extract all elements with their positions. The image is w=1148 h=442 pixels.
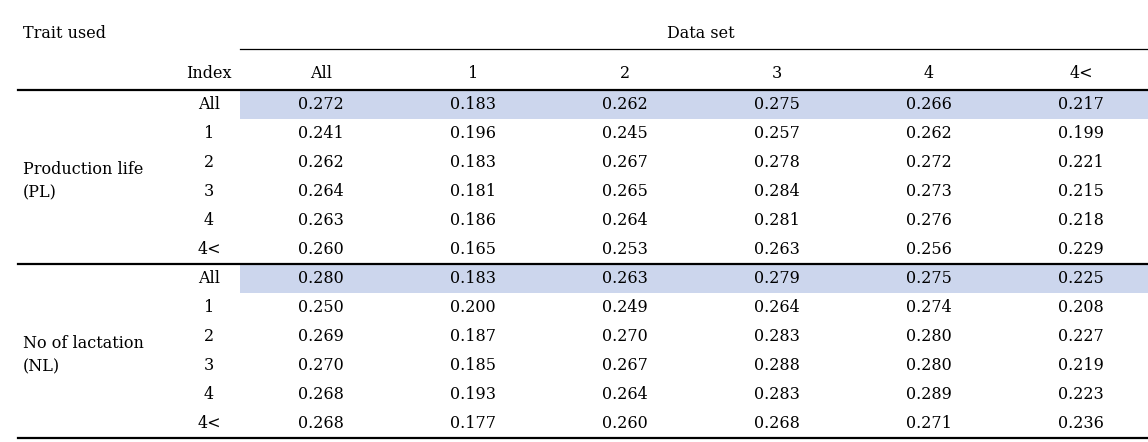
Text: 0.236: 0.236: [1058, 415, 1104, 432]
Text: 0.218: 0.218: [1058, 212, 1104, 229]
Text: 0.264: 0.264: [298, 183, 344, 200]
Text: 0.268: 0.268: [298, 415, 344, 432]
Text: Trait used: Trait used: [23, 24, 106, 42]
Text: 0.265: 0.265: [602, 183, 647, 200]
Text: 0.183: 0.183: [450, 154, 496, 171]
Text: 0.280: 0.280: [906, 328, 952, 345]
Text: 0.223: 0.223: [1058, 386, 1104, 403]
Text: 0.284: 0.284: [754, 183, 800, 200]
Text: 0.245: 0.245: [602, 125, 647, 142]
Text: 0.262: 0.262: [906, 125, 952, 142]
Text: 3: 3: [204, 183, 215, 200]
Text: 0.200: 0.200: [450, 299, 496, 316]
Text: 0.196: 0.196: [450, 125, 496, 142]
Text: 0.275: 0.275: [906, 270, 952, 287]
Text: All: All: [197, 96, 220, 113]
Text: 0.263: 0.263: [298, 212, 344, 229]
Text: 2: 2: [620, 65, 630, 81]
Text: 0.264: 0.264: [754, 299, 800, 316]
Text: 0.273: 0.273: [906, 183, 952, 200]
Text: 0.289: 0.289: [906, 386, 952, 403]
Text: 0.266: 0.266: [906, 96, 952, 113]
Text: 0.250: 0.250: [298, 299, 344, 316]
Text: 4: 4: [924, 65, 934, 81]
Text: 0.264: 0.264: [602, 212, 647, 229]
Text: 0.262: 0.262: [602, 96, 647, 113]
Text: 0.264: 0.264: [602, 386, 647, 403]
Text: 0.262: 0.262: [298, 154, 344, 171]
Text: 0.208: 0.208: [1058, 299, 1104, 316]
Text: 0.186: 0.186: [450, 212, 496, 229]
Text: 0.199: 0.199: [1058, 125, 1104, 142]
Text: 0.217: 0.217: [1058, 96, 1104, 113]
Text: 0.276: 0.276: [906, 212, 952, 229]
Text: All: All: [310, 65, 332, 81]
Text: 1: 1: [468, 65, 478, 81]
Text: 0.283: 0.283: [754, 386, 800, 403]
Text: 4<: 4<: [1069, 65, 1093, 81]
Text: 3: 3: [771, 65, 782, 81]
Text: 4: 4: [204, 212, 214, 229]
Text: 0.268: 0.268: [298, 386, 344, 403]
Text: 1: 1: [204, 299, 215, 316]
Text: 0.275: 0.275: [754, 96, 800, 113]
Text: 0.257: 0.257: [754, 125, 800, 142]
Text: 0.215: 0.215: [1058, 183, 1104, 200]
Text: Data set: Data set: [667, 24, 735, 42]
Text: 0.260: 0.260: [298, 241, 344, 258]
Text: 0.241: 0.241: [298, 125, 344, 142]
Text: 0.283: 0.283: [754, 328, 800, 345]
Text: 4<: 4<: [197, 415, 220, 432]
Text: 0.249: 0.249: [602, 299, 647, 316]
Text: 0.183: 0.183: [450, 270, 496, 287]
Text: 0.268: 0.268: [754, 415, 800, 432]
Text: 0.177: 0.177: [450, 415, 496, 432]
Text: 0.221: 0.221: [1058, 154, 1104, 171]
Text: 0.187: 0.187: [450, 328, 496, 345]
Text: 0.185: 0.185: [450, 357, 496, 374]
Text: 0.269: 0.269: [298, 328, 344, 345]
Text: 0.280: 0.280: [298, 270, 344, 287]
Text: 0.229: 0.229: [1058, 241, 1104, 258]
Text: 0.274: 0.274: [906, 299, 952, 316]
Text: 0.253: 0.253: [602, 241, 647, 258]
Text: 2: 2: [204, 328, 214, 345]
Text: 0.267: 0.267: [602, 357, 647, 374]
Text: (PL): (PL): [23, 184, 57, 202]
Text: 0.281: 0.281: [754, 212, 800, 229]
Text: 0.193: 0.193: [450, 386, 496, 403]
Text: 0.278: 0.278: [754, 154, 800, 171]
Text: 0.181: 0.181: [450, 183, 496, 200]
Text: 4: 4: [204, 386, 214, 403]
Text: 1: 1: [204, 125, 215, 142]
Text: 0.270: 0.270: [298, 357, 344, 374]
Text: 0.271: 0.271: [906, 415, 952, 432]
Text: 0.183: 0.183: [450, 96, 496, 113]
Text: 0.272: 0.272: [298, 96, 344, 113]
Text: 0.280: 0.280: [906, 357, 952, 374]
Text: 0.225: 0.225: [1058, 270, 1104, 287]
Text: 3: 3: [204, 357, 215, 374]
Text: Production life: Production life: [23, 160, 144, 178]
Bar: [240, 264, 1148, 293]
Text: 0.263: 0.263: [602, 270, 647, 287]
Bar: [240, 90, 1148, 119]
Text: 0.279: 0.279: [754, 270, 800, 287]
Text: 0.270: 0.270: [602, 328, 647, 345]
Text: No of lactation: No of lactation: [23, 335, 144, 351]
Text: Index: Index: [186, 65, 232, 81]
Text: 0.267: 0.267: [602, 154, 647, 171]
Text: 0.256: 0.256: [906, 241, 952, 258]
Text: 0.288: 0.288: [754, 357, 800, 374]
Text: 2: 2: [204, 154, 214, 171]
Text: (NL): (NL): [23, 358, 60, 376]
Text: 0.227: 0.227: [1058, 328, 1104, 345]
Text: 0.165: 0.165: [450, 241, 496, 258]
Text: 0.219: 0.219: [1058, 357, 1104, 374]
Text: All: All: [197, 270, 220, 287]
Text: 0.260: 0.260: [602, 415, 647, 432]
Text: 4<: 4<: [197, 241, 220, 258]
Text: 0.263: 0.263: [754, 241, 800, 258]
Text: 0.272: 0.272: [906, 154, 952, 171]
